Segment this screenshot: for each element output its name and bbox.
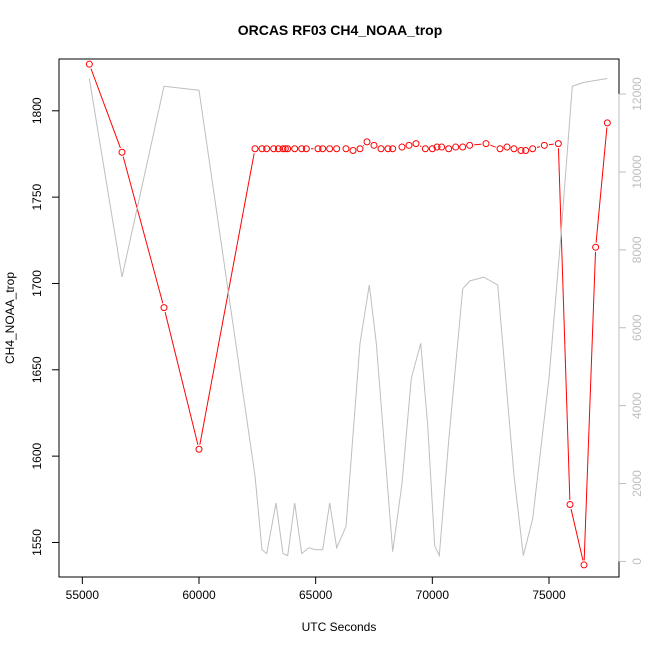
data-point <box>603 119 611 127</box>
x-tick-label: 60000 <box>182 588 216 602</box>
data-point <box>356 145 364 153</box>
y-tick-label: 1600 <box>30 442 44 469</box>
data-point <box>274 145 282 153</box>
data-point <box>195 445 203 453</box>
y-axis-left: 1550 1600 1650 1700 1750 1800 <box>30 97 60 556</box>
data-point <box>540 141 548 149</box>
data-point <box>466 141 474 149</box>
data-point <box>263 145 271 153</box>
data-point <box>452 143 460 151</box>
y-tick-label: 1800 <box>30 97 44 124</box>
data-point <box>517 147 525 155</box>
data-point <box>85 60 93 68</box>
y-tick-label: 1650 <box>30 356 44 383</box>
data-point <box>370 141 378 149</box>
y2-tick-label: 6000 <box>630 314 644 341</box>
data-point <box>333 145 341 153</box>
data-point <box>496 145 504 153</box>
data-point <box>405 141 413 149</box>
data-point <box>342 145 350 153</box>
x-tick-label: 75000 <box>532 588 566 602</box>
data-point <box>438 143 446 151</box>
data-point <box>459 143 467 151</box>
series-segment <box>557 148 571 500</box>
data-point <box>522 147 530 155</box>
series-segment <box>583 251 596 561</box>
data-point <box>529 145 537 153</box>
series-segment <box>199 153 255 445</box>
x-axis-label: UTC Seconds <box>302 620 377 634</box>
series-segment <box>122 156 164 304</box>
data-point <box>503 143 511 151</box>
series-points <box>85 60 611 569</box>
series-segment <box>474 143 482 146</box>
data-point <box>349 147 357 155</box>
y2-tick-label: 4000 <box>630 392 644 419</box>
data-point <box>258 145 266 153</box>
series-segment <box>548 143 554 146</box>
data-point <box>592 243 600 251</box>
data-point <box>384 145 392 153</box>
data-point <box>251 145 259 153</box>
x-axis: 55000 60000 65000 70000 75000 <box>66 576 566 602</box>
series-segment <box>490 144 496 148</box>
data-point <box>510 145 518 153</box>
data-point <box>398 143 406 151</box>
data-point <box>389 145 397 153</box>
chart-title: ORCAS RF03 CH4_NOAA_trop <box>238 22 443 38</box>
series-segment <box>595 127 608 243</box>
data-point <box>482 140 490 148</box>
data-point <box>279 145 287 153</box>
y-axis-right: 0 2000 4000 6000 8000 10000 12000 <box>618 77 644 565</box>
data-point <box>421 145 429 153</box>
data-point <box>445 145 453 153</box>
data-point <box>160 304 168 312</box>
series-segment <box>536 146 541 148</box>
series-segment <box>164 311 199 445</box>
data-point <box>291 145 299 153</box>
data-point <box>433 143 441 151</box>
y-axis-label: CH4_NOAA_trop <box>3 272 17 364</box>
x-tick-label: 55000 <box>66 588 100 602</box>
y2-tick-label: 12000 <box>630 77 644 111</box>
data-point <box>270 145 278 153</box>
data-point <box>412 140 420 148</box>
data-point <box>326 145 334 153</box>
y2-tick-label: 0 <box>630 558 644 565</box>
data-point <box>281 145 289 153</box>
data-point <box>298 145 306 153</box>
y2-tick-label: 2000 <box>630 470 644 497</box>
data-point <box>118 148 126 156</box>
data-point <box>566 500 574 508</box>
data-point <box>428 145 436 153</box>
series-segment <box>90 68 121 149</box>
series-line-right <box>88 78 608 558</box>
series-segment <box>419 145 422 147</box>
data-point <box>580 561 588 569</box>
series-segment <box>570 508 584 561</box>
y-tick-label: 1750 <box>30 183 44 210</box>
data-point <box>377 145 385 153</box>
data-point <box>363 138 371 146</box>
series-lines <box>88 68 608 561</box>
y2-tick-label: 10000 <box>630 155 644 189</box>
data-point <box>319 145 327 153</box>
data-point <box>284 145 292 153</box>
x-tick-label: 65000 <box>299 588 333 602</box>
y-tick-label: 1550 <box>30 529 44 556</box>
y-tick-label: 1700 <box>30 270 44 297</box>
x-tick-label: 70000 <box>416 588 450 602</box>
data-point <box>302 145 310 153</box>
data-point <box>554 140 562 148</box>
data-point <box>314 145 322 153</box>
y2-tick-label: 8000 <box>630 236 644 263</box>
